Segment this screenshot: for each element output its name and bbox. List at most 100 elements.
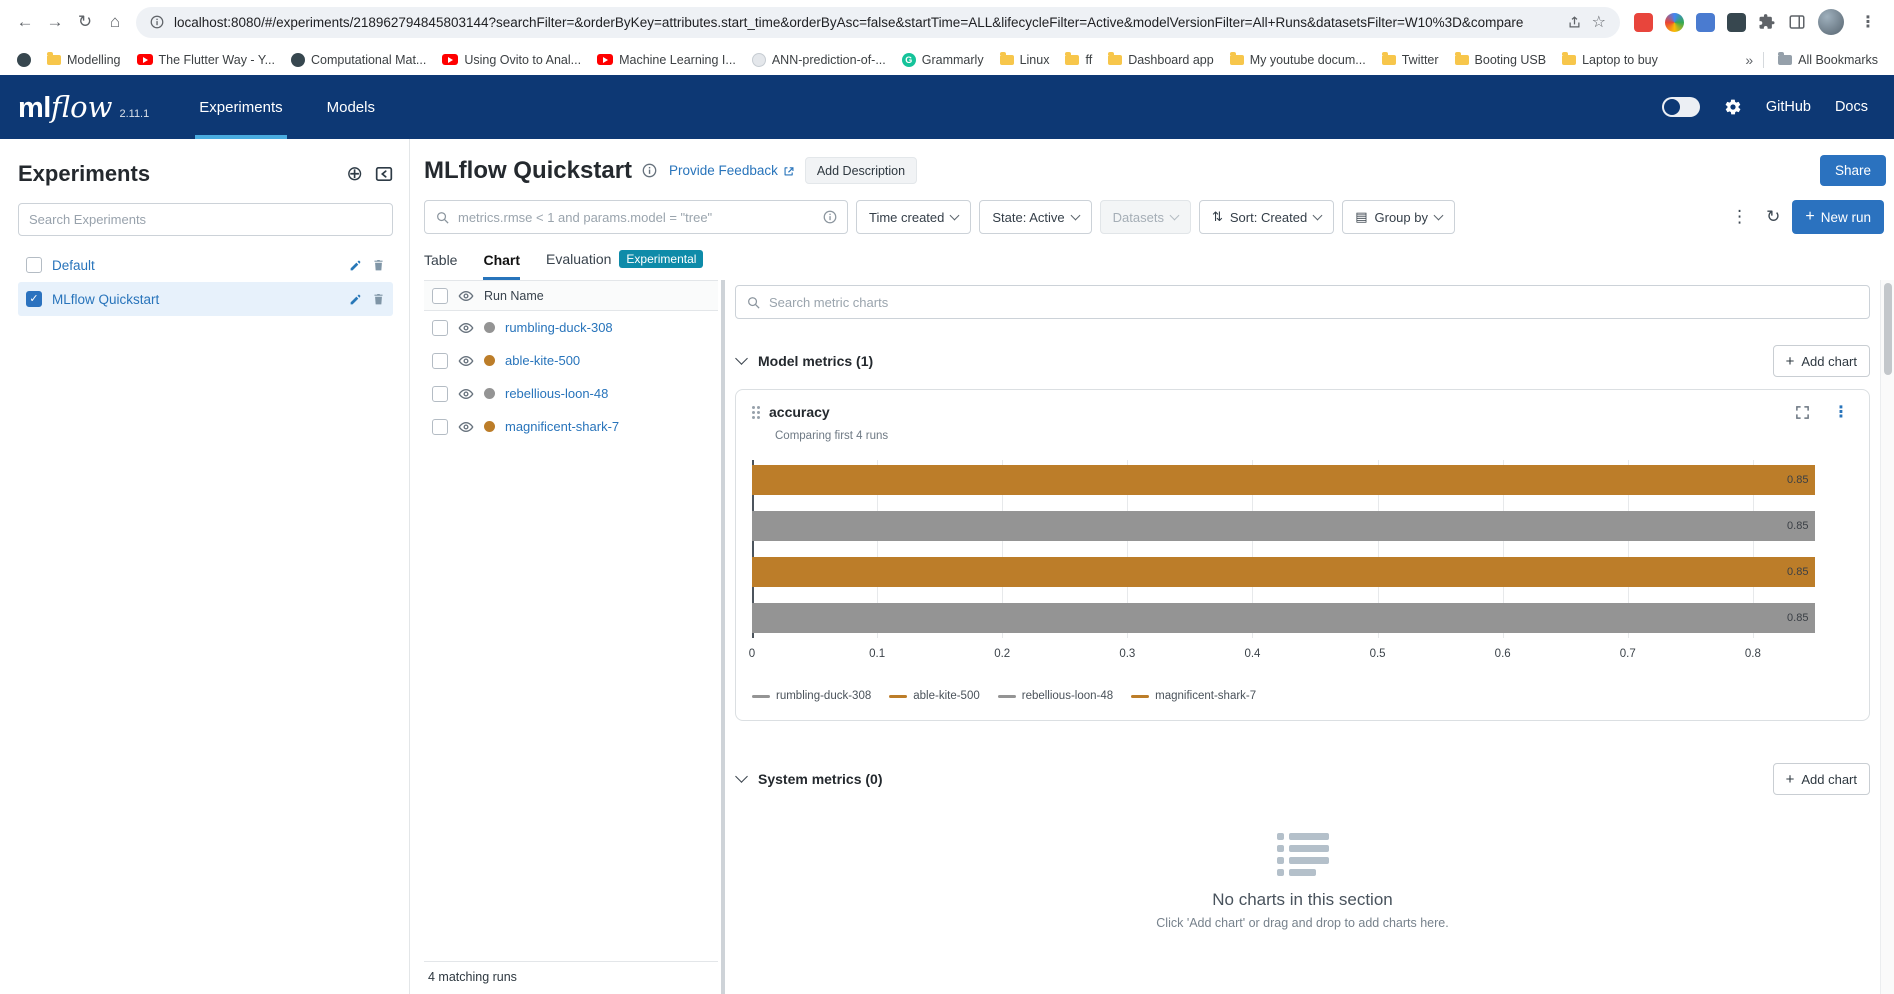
home-button[interactable]: ⌂ [100,7,130,37]
metric-bar[interactable]: 0.85 [752,511,1816,541]
extensions-puzzle-icon[interactable] [1758,13,1776,31]
legend-item[interactable]: magnificent-shark-7 [1131,690,1256,702]
run-name-link[interactable]: rebellious-loon-48 [505,386,609,401]
mlflow-logo[interactable]: ml flow 2.11.1 [18,90,149,125]
new-experiment-icon[interactable]: ⊕ [346,163,363,185]
select-all-checkbox[interactable] [432,287,448,304]
share-page-icon[interactable] [1567,15,1582,30]
chevron-down-icon[interactable] [735,352,748,365]
edit-pencil-icon[interactable] [349,293,362,306]
filter-state-active[interactable]: State: Active [979,200,1092,234]
tab-evaluation[interactable]: Evaluation Experimental [546,250,704,280]
visibility-eye-icon[interactable] [458,353,474,369]
add-chart-button[interactable]: + Add chart [1772,345,1870,377]
drag-handle-icon[interactable] [752,405,760,419]
vertical-scrollbar[interactable] [1880,280,1894,994]
bookmark-item[interactable]: ANN-prediction-of-... [745,50,893,70]
run-checkbox[interactable] [432,319,448,336]
theme-toggle[interactable] [1661,97,1700,117]
visibility-eye-icon[interactable] [458,386,474,402]
runs-search-box[interactable] [424,200,848,234]
bookmark-item[interactable]: G Grammarly [895,50,991,70]
bookmark-item[interactable]: Linux [993,50,1057,70]
panel-splitter[interactable] [718,280,729,994]
more-options-icon[interactable]: ⋮ [1731,207,1749,226]
url-bar[interactable]: localhost:8080/#/experiments/21896279484… [136,6,1620,38]
search-info-icon[interactable] [823,210,837,224]
model-metrics-section-title[interactable]: Model metrics (1) [758,353,874,369]
runs-search-input[interactable] [458,209,815,225]
new-run-button[interactable]: + New run [1792,200,1884,234]
share-button[interactable]: Share [1819,155,1886,186]
bookmark-item[interactable] [10,50,38,70]
add-description-button[interactable]: Add Description [804,157,918,184]
extension-icon-red[interactable] [1634,12,1653,32]
run-row[interactable]: rebellious-loon-48 [424,377,718,410]
edit-pencil-icon[interactable] [349,259,362,272]
experiment-list-item[interactable]: Default [18,248,393,282]
nav-models[interactable]: Models [326,98,375,116]
legend-item[interactable]: able-kite-500 [889,690,980,702]
fullscreen-icon[interactable] [1795,405,1810,420]
provide-feedback-link[interactable]: Provide Feedback [669,163,795,178]
run-checkbox[interactable] [432,418,448,435]
visibility-all-icon[interactable] [458,288,474,304]
metric-bar[interactable]: 0.85 [752,465,1816,495]
all-bookmarks[interactable]: All Bookmarks [1772,50,1884,70]
experiment-name-link[interactable]: Default [52,257,95,273]
chevron-down-icon[interactable] [735,770,748,783]
bookmark-star-icon[interactable]: ☆ [1591,14,1606,31]
bookmark-item[interactable]: Machine Learning I... [590,50,743,70]
refresh-icon[interactable]: ↻ [1766,207,1781,226]
tab-table[interactable]: Table [424,252,457,280]
run-row[interactable]: able-kite-500 [424,344,718,377]
extension-icon-blue[interactable] [1696,12,1715,32]
scrollbar-thumb[interactable] [1884,283,1892,375]
tab-chart[interactable]: Chart [483,252,521,280]
experiment-checkbox[interactable] [26,291,42,307]
run-row[interactable]: magnificent-shark-7 [424,410,718,443]
bookmark-item[interactable]: The Flutter Way - Y... [130,50,282,70]
bookmark-item[interactable]: ff [1058,50,1099,70]
metric-bar[interactable]: 0.85 [752,603,1816,633]
info-icon[interactable] [642,163,657,178]
run-checkbox[interactable] [432,385,448,402]
bookmark-item[interactable]: Computational Mat... [284,50,433,70]
filter-sort-created[interactable]: ⇅ Sort: Created [1198,200,1335,234]
chart-search-input[interactable] [769,294,1859,310]
legend-item[interactable]: rumbling-duck-308 [752,690,871,702]
nav-experiments[interactable]: Experiments [195,75,287,139]
bookmark-item[interactable]: Twitter [1375,50,1446,70]
extension-icon-multicolor[interactable] [1665,12,1684,32]
bookmark-item[interactable]: Laptop to buy [1555,50,1665,70]
run-name-link[interactable]: able-kite-500 [505,353,581,368]
settings-gear-icon[interactable] [1724,98,1742,116]
filter-time-created[interactable]: Time created [856,200,972,234]
visibility-eye-icon[interactable] [458,320,474,336]
github-link[interactable]: GitHub [1765,99,1811,115]
bookmark-item[interactable]: Using Ovito to Anal... [435,50,588,70]
profile-avatar[interactable] [1818,9,1844,35]
bookmark-item[interactable]: Dashboard app [1101,50,1220,70]
run-name-link[interactable]: magnificent-shark-7 [505,419,620,434]
experiment-checkbox[interactable] [26,257,42,273]
docs-link[interactable]: Docs [1834,99,1868,115]
metric-bar[interactable]: 0.85 [752,557,1816,587]
collapse-sidebar-icon[interactable] [375,165,393,183]
extension-icon-dark[interactable] [1727,12,1746,32]
reload-button[interactable]: ↻ [70,7,100,37]
bookmark-item[interactable]: Booting USB [1448,50,1554,70]
bookmark-item[interactable]: Modelling [40,50,128,70]
experiments-search-input[interactable] [18,203,393,236]
back-button[interactable]: ← [10,7,40,37]
run-row[interactable]: rumbling-duck-308 [424,311,718,344]
add-chart-button[interactable]: + Add chart [1772,763,1870,795]
delete-trash-icon[interactable] [372,293,385,306]
run-name-link[interactable]: rumbling-duck-308 [505,320,613,335]
visibility-eye-icon[interactable] [458,419,474,435]
bookmark-item[interactable]: My youtube docum... [1223,50,1373,70]
chart-search-box[interactable] [735,285,1870,319]
site-info-icon[interactable] [150,15,164,29]
delete-trash-icon[interactable] [372,259,385,272]
chart-menu-icon[interactable]: ⋮ [1833,404,1849,421]
